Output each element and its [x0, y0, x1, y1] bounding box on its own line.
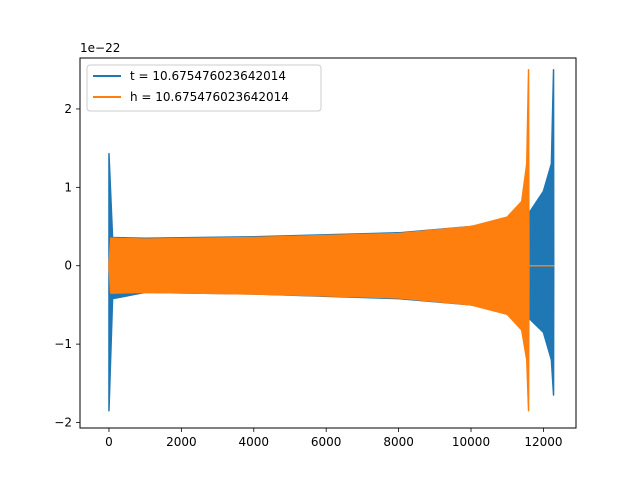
- y-tick-label: 0: [64, 259, 72, 273]
- x-tick-label: 12000: [524, 435, 562, 449]
- legend: t = 10.675476023642014 h = 10.6754760236…: [86, 64, 322, 112]
- legend-label-h: h = 10.675476023642014: [130, 90, 289, 104]
- y-tick-label: −2: [54, 416, 72, 430]
- y-tick-label: 2: [64, 102, 72, 116]
- axes-frame: [79, 57, 577, 429]
- legend-box: [86, 64, 322, 112]
- x-tick-label: 6000: [311, 435, 342, 449]
- y-axis: −2 −1 0 1 2: [54, 102, 80, 430]
- x-tick-label: 2000: [166, 435, 197, 449]
- x-axis: 0 2000 4000 6000 8000 10000 12000: [105, 428, 563, 449]
- y-tick-label: −1: [54, 337, 72, 351]
- x-tick-label: 10000: [452, 435, 490, 449]
- x-tick-label: 0: [105, 435, 113, 449]
- series-layer: [108, 69, 555, 412]
- x-tick-label: 4000: [239, 435, 270, 449]
- y-tick-label: 1: [64, 180, 72, 194]
- legend-label-t: t = 10.675476023642014: [130, 69, 286, 83]
- series-h-line: [108, 69, 555, 412]
- x-tick-label: 8000: [383, 435, 414, 449]
- y-offset-label: 1e−22: [80, 41, 120, 55]
